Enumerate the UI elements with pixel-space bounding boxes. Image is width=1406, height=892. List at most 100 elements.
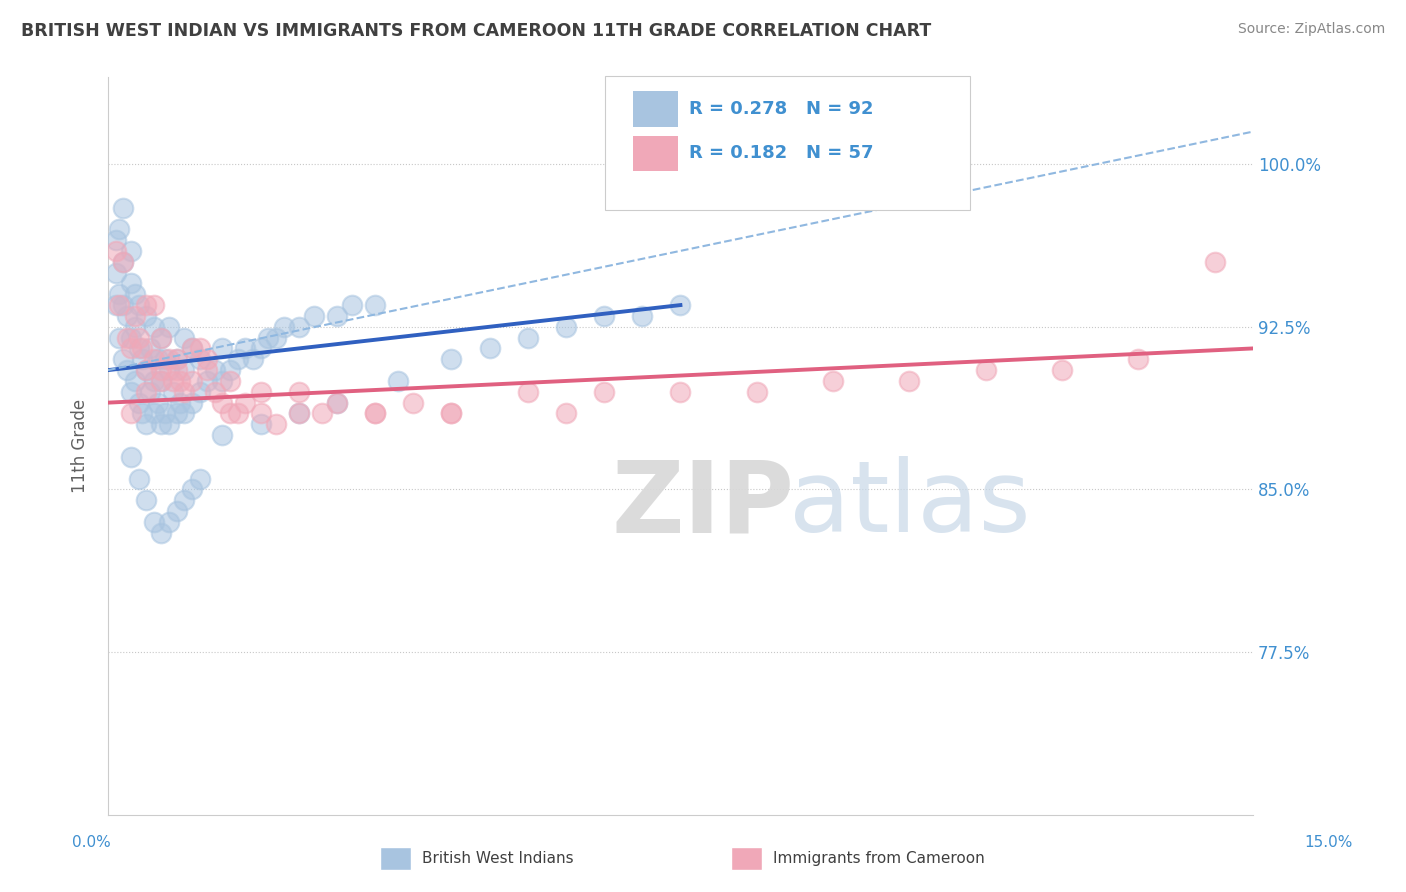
Text: ZIP: ZIP (612, 457, 794, 553)
Point (188, 342, 211, 356)
Point (131, 342, 153, 356)
Point (173, 363, 195, 377)
Point (108, 222, 131, 236)
Point (173, 493, 195, 508)
Point (150, 374, 173, 388)
Point (128, 471, 150, 485)
Point (157, 352, 180, 367)
Point (311, 407, 333, 421)
Point (120, 342, 142, 356)
Point (326, 395, 349, 409)
Text: R = 0.278   N = 92: R = 0.278 N = 92 (689, 100, 873, 118)
Point (364, 407, 387, 421)
Point (104, 298, 127, 312)
Point (150, 374, 173, 388)
Point (150, 330, 173, 344)
Point (264, 330, 287, 344)
Point (188, 384, 211, 399)
Text: Immigrants from Cameroon: Immigrants from Cameroon (773, 851, 986, 865)
Point (204, 363, 226, 377)
Point (131, 352, 153, 367)
Point (169, 395, 191, 409)
Point (1204, 254, 1226, 268)
Point (112, 352, 135, 367)
Point (440, 352, 463, 367)
Point (288, 319, 311, 334)
Point (108, 298, 131, 312)
Point (146, 395, 169, 409)
Point (669, 384, 692, 399)
Text: Source: ZipAtlas.com: Source: ZipAtlas.com (1237, 22, 1385, 37)
Point (128, 330, 150, 344)
Point (112, 254, 135, 268)
Point (364, 298, 387, 312)
Point (139, 342, 162, 356)
Point (142, 319, 165, 334)
Point (112, 254, 135, 268)
Point (120, 450, 142, 464)
Point (235, 342, 257, 356)
Point (249, 417, 271, 432)
Point (120, 277, 142, 291)
Point (135, 298, 157, 312)
Point (249, 342, 271, 356)
Point (142, 352, 165, 367)
Point (249, 407, 271, 421)
Point (120, 330, 142, 344)
Point (974, 363, 997, 377)
Point (235, 395, 257, 409)
Text: 0.0%: 0.0% (72, 836, 111, 850)
Point (631, 309, 654, 323)
Point (1050, 363, 1073, 377)
Point (745, 384, 768, 399)
Point (387, 374, 409, 388)
Point (288, 407, 311, 421)
Point (128, 342, 150, 356)
Point (898, 374, 921, 388)
Point (104, 233, 127, 247)
Point (195, 374, 218, 388)
Point (142, 515, 165, 529)
Point (166, 352, 188, 367)
Point (181, 342, 204, 356)
Point (342, 298, 364, 312)
Point (823, 374, 845, 388)
Point (115, 330, 138, 344)
Point (139, 384, 162, 399)
Point (131, 407, 153, 421)
Point (135, 493, 157, 508)
Point (302, 309, 325, 323)
Point (157, 319, 180, 334)
Point (166, 352, 188, 367)
Point (364, 407, 387, 421)
Point (112, 298, 135, 312)
Point (188, 471, 211, 485)
Point (195, 352, 218, 367)
Point (166, 363, 188, 377)
Point (173, 407, 195, 421)
Point (211, 395, 233, 409)
Point (157, 363, 180, 377)
Point (120, 384, 142, 399)
Point (124, 374, 146, 388)
Point (211, 374, 233, 388)
Point (142, 407, 165, 421)
Point (142, 374, 165, 388)
Text: R = 0.182   N = 57: R = 0.182 N = 57 (689, 145, 873, 162)
Point (135, 384, 157, 399)
Point (242, 352, 264, 367)
Point (211, 428, 233, 442)
Point (440, 407, 463, 421)
Point (120, 407, 142, 421)
Point (115, 363, 138, 377)
Point (516, 330, 538, 344)
Point (135, 363, 157, 377)
Point (593, 384, 616, 399)
Point (181, 483, 204, 497)
Point (155, 407, 177, 421)
Point (135, 309, 157, 323)
Point (195, 363, 218, 377)
Point (264, 417, 287, 432)
Point (440, 407, 463, 421)
Point (150, 330, 173, 344)
